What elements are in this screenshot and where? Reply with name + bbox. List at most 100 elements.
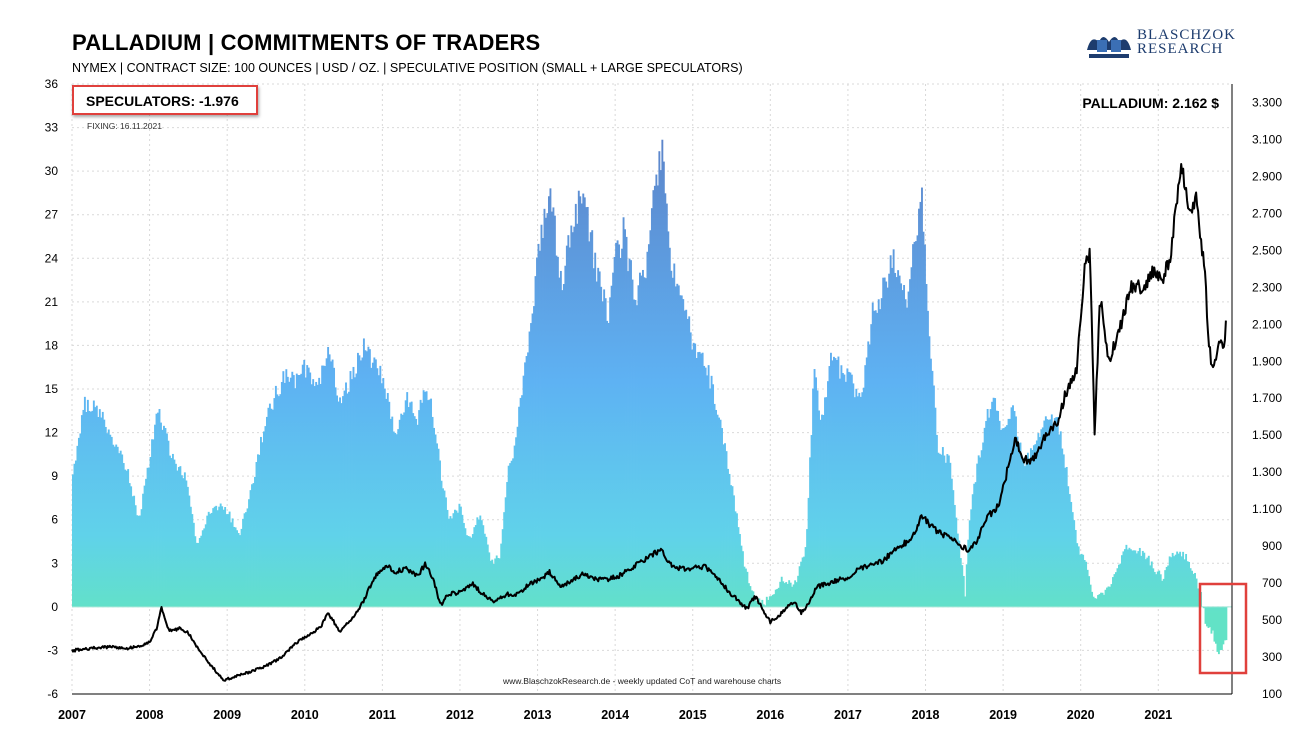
speculators-bar	[291, 371, 294, 607]
speculators-bar	[952, 490, 955, 607]
speculators-bar	[1128, 547, 1131, 607]
speculators-bar	[1064, 467, 1067, 607]
speculators-bar	[1068, 494, 1071, 607]
speculators-bar	[351, 379, 353, 607]
speculators-bar	[1059, 431, 1062, 607]
speculators-bar	[412, 413, 415, 607]
speculators-bar	[1170, 557, 1173, 607]
speculators-bar	[1116, 568, 1119, 607]
speculators-bar	[213, 506, 216, 607]
speculators-bar	[1028, 458, 1031, 607]
speculators-bar	[771, 594, 774, 607]
speculators-bar	[871, 302, 874, 607]
speculators-bar	[644, 278, 647, 607]
speculators-bar	[691, 349, 694, 607]
speculators-bar	[489, 560, 492, 607]
speculators-bar	[283, 382, 286, 607]
speculators-bar	[1000, 430, 1003, 607]
speculators-bar	[695, 357, 698, 607]
speculators-bar	[434, 434, 437, 607]
speculators-bar	[449, 516, 452, 607]
speculators-bar	[309, 372, 312, 607]
speculators-bar	[77, 437, 80, 607]
speculators-bar	[171, 453, 174, 607]
speculators-bar	[325, 358, 328, 607]
speculators-bar	[1031, 449, 1034, 607]
speculators-bar	[1050, 414, 1053, 607]
speculators-bar	[1026, 452, 1029, 607]
speculators-bar	[404, 400, 407, 607]
speculators-bar	[1101, 592, 1104, 607]
speculators-bar	[1032, 445, 1035, 607]
speculators-bar	[1165, 566, 1168, 607]
speculators-bar	[389, 418, 392, 607]
speculators-bar	[568, 247, 571, 607]
speculators-bar	[622, 217, 625, 607]
speculators-bar	[524, 362, 527, 607]
speculators-bar	[374, 359, 377, 607]
speculators-bar	[103, 419, 106, 607]
speculators-bar	[406, 392, 409, 607]
speculators-bar	[140, 509, 143, 607]
y-left-tick-label: 3	[51, 556, 58, 570]
speculators-bar	[1152, 568, 1155, 607]
speculators-bar	[161, 429, 164, 607]
speculators-bar	[682, 299, 685, 607]
speculators-bar	[337, 401, 340, 607]
speculators-bar	[1110, 584, 1113, 607]
y-left-tick-label: 33	[45, 121, 59, 135]
speculators-bar	[1179, 551, 1182, 607]
y-right-tick-label: 2.300	[1252, 280, 1282, 294]
speculators-bar	[409, 402, 412, 607]
speculators-bar	[462, 522, 465, 607]
speculators-bar	[639, 272, 641, 607]
speculators-bar	[1097, 595, 1100, 607]
speculators-bar	[634, 299, 637, 607]
speculators-bar	[718, 417, 720, 607]
speculators-bar	[89, 411, 92, 607]
speculators-bar	[1067, 486, 1070, 607]
speculators-bar	[206, 515, 209, 607]
speculators-bar	[136, 515, 139, 607]
speculators-bar	[85, 411, 88, 607]
speculators-bar	[764, 605, 767, 607]
speculators-bar	[343, 390, 346, 607]
speculators-bar	[222, 509, 225, 607]
speculators-bar	[956, 533, 959, 607]
speculators-bar	[738, 534, 741, 607]
speculators-bar	[185, 480, 188, 607]
speculators-bar	[470, 537, 473, 607]
speculators-bar	[1043, 420, 1046, 607]
speculators-bar	[198, 537, 201, 607]
y-right-tick-label: 3.100	[1252, 132, 1282, 146]
speculators-bar	[782, 581, 785, 607]
y-right-tick-label: 300	[1262, 650, 1282, 664]
speculators-bar	[1062, 454, 1065, 607]
speculators-bar	[1009, 418, 1011, 607]
speculators-bar	[586, 206, 589, 607]
x-tick-label: 2011	[369, 708, 396, 722]
speculators-bar	[1070, 501, 1073, 607]
speculators-bar	[715, 409, 718, 607]
speculators-bar	[674, 286, 677, 607]
speculators-bar	[324, 366, 327, 607]
speculators-bar	[874, 310, 877, 607]
speculators-bar	[832, 356, 835, 607]
speculators-bar	[98, 409, 101, 607]
speculators-bar	[1100, 592, 1102, 607]
speculators-bar	[856, 396, 859, 607]
speculators-bar	[937, 452, 940, 607]
speculators-callout: SPECULATORS: -1.976	[72, 85, 258, 115]
speculators-bar	[795, 582, 798, 607]
speculators-bar	[148, 467, 150, 607]
speculators-bar	[368, 349, 371, 607]
speculators-bar	[301, 364, 304, 607]
x-tick-label: 2019	[989, 708, 1017, 722]
speculators-bar	[552, 207, 555, 607]
speculators-bar	[649, 230, 652, 607]
speculators-bar	[992, 397, 995, 607]
speculators-bar	[815, 377, 817, 607]
speculators-bar	[100, 417, 103, 607]
speculators-bar	[667, 231, 670, 607]
speculators-bar	[721, 428, 723, 607]
